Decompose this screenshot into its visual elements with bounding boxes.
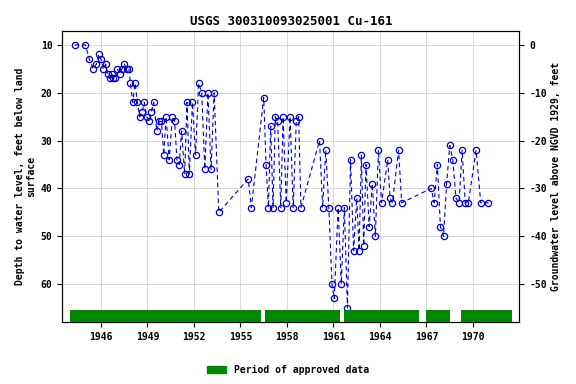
- Legend: Period of approved data: Period of approved data: [203, 361, 373, 379]
- Y-axis label: Depth to water level, feet below land
surface: Depth to water level, feet below land su…: [15, 68, 37, 285]
- Title: USGS 300310093025001 Cu-161: USGS 300310093025001 Cu-161: [190, 15, 392, 28]
- Y-axis label: Groundwater level above NGVD 1929, feet: Groundwater level above NGVD 1929, feet: [551, 62, 561, 291]
